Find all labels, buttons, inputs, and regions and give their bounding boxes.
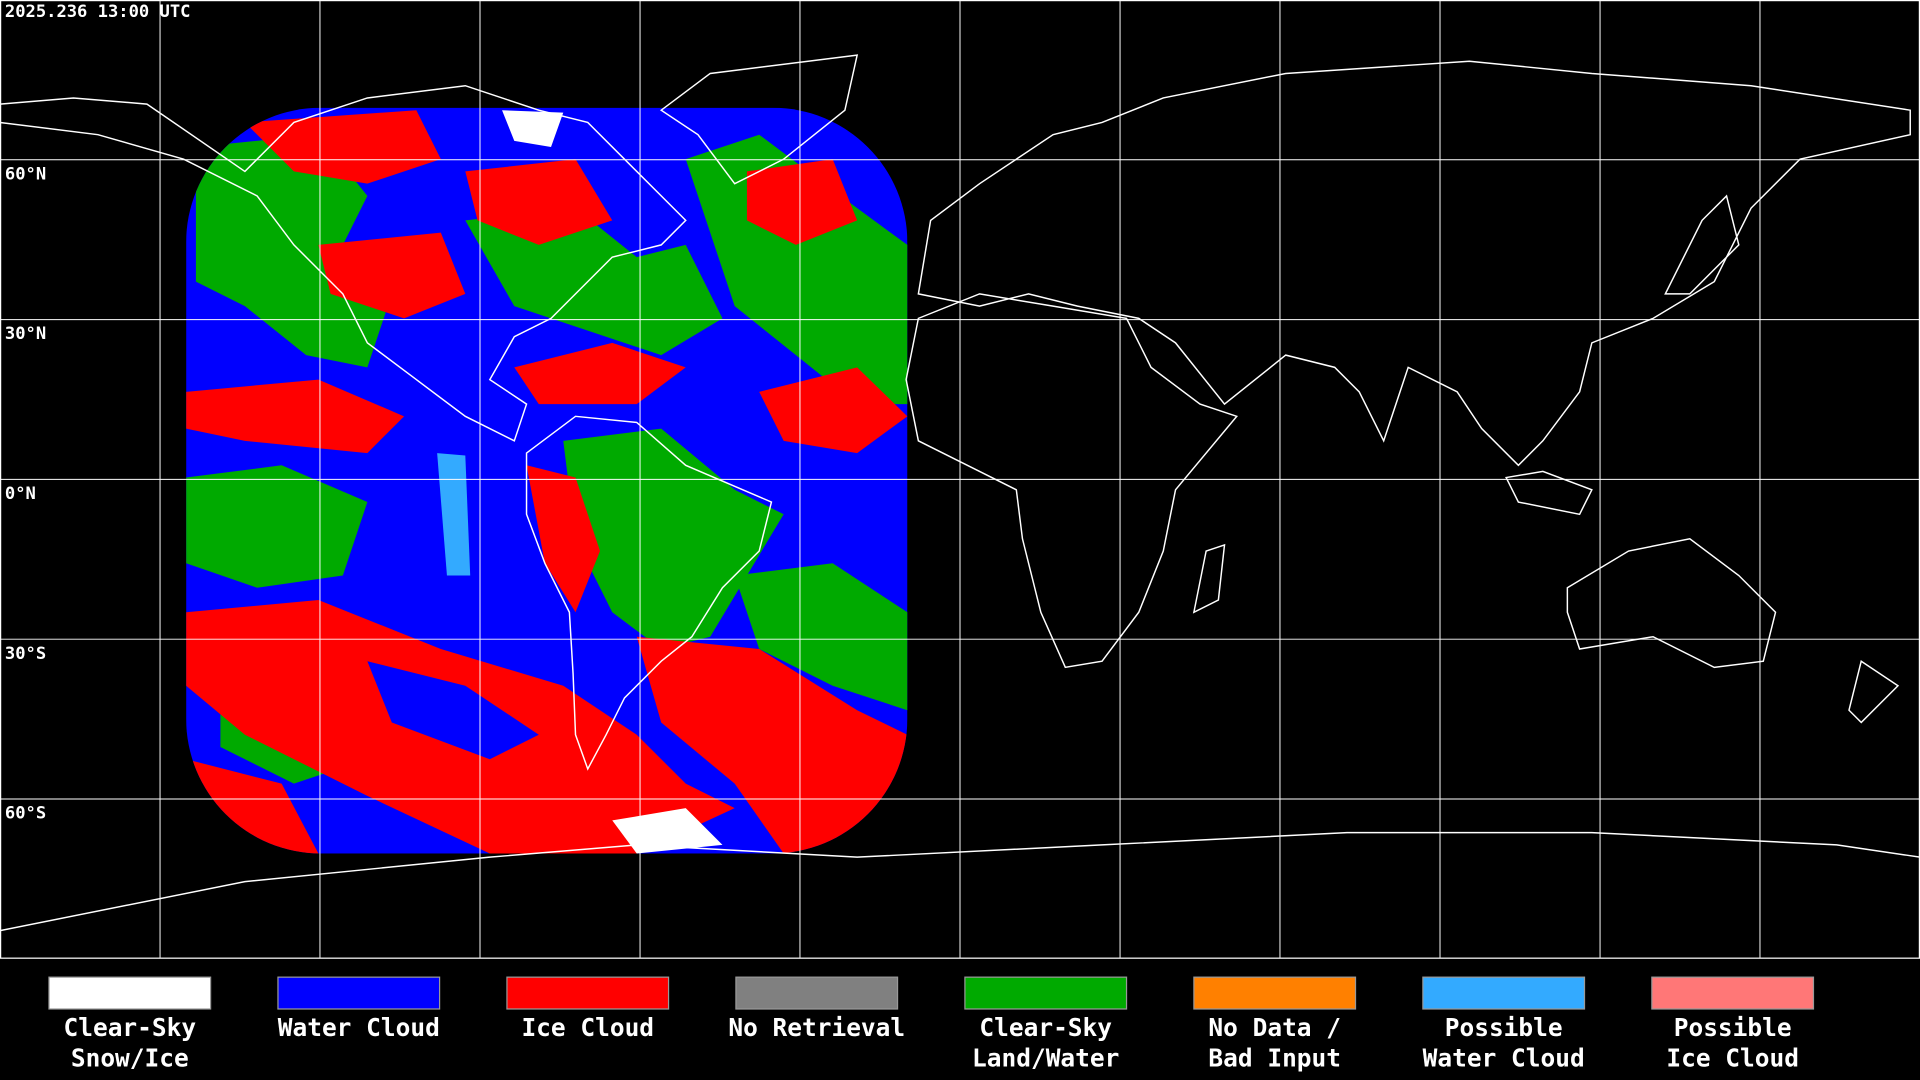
legend-swatch <box>1422 976 1586 1010</box>
lat-label: 60°S <box>5 804 46 824</box>
legend-label: Water Cloud <box>1423 1044 1585 1073</box>
coastlines <box>0 54 1920 932</box>
legend-label: Possible <box>1445 1013 1563 1042</box>
legend-swatch <box>964 976 1128 1010</box>
legend-label: Clear-Sky <box>64 1013 197 1042</box>
legend-label: Bad Input <box>1208 1044 1341 1073</box>
graticule <box>0 0 1920 959</box>
legend-swatch <box>1651 976 1815 1010</box>
legend-label: No Data / <box>1208 1013 1341 1042</box>
lat-labels: 60°N 30°N 0°N 30°S 60°S <box>5 164 46 823</box>
legend-label: Possible <box>1674 1013 1792 1042</box>
legend-swatch <box>277 976 441 1010</box>
legend-label: Ice Cloud <box>521 1013 654 1042</box>
lat-label: 0°N <box>5 484 36 504</box>
legend-label: Ice Cloud <box>1666 1044 1799 1073</box>
lat-label: 30°N <box>5 324 46 344</box>
legend-swatch <box>48 976 212 1010</box>
legend-label: No Retrieval <box>728 1013 905 1042</box>
lat-label: 60°N <box>5 164 46 184</box>
legend-label: Clear-Sky <box>979 1013 1112 1042</box>
legend-swatch <box>506 976 670 1010</box>
legend-swatch <box>735 976 899 1010</box>
legend-label: Land/Water <box>972 1044 1119 1073</box>
timestamp: 2025.236 13:00 UTC <box>5 2 191 22</box>
satellite-image <box>186 107 908 854</box>
legend-label: Snow/Ice <box>71 1044 189 1073</box>
lat-label: 30°S <box>5 644 46 664</box>
legend-label: Water Cloud <box>278 1013 440 1042</box>
legend-swatch <box>1193 976 1357 1010</box>
